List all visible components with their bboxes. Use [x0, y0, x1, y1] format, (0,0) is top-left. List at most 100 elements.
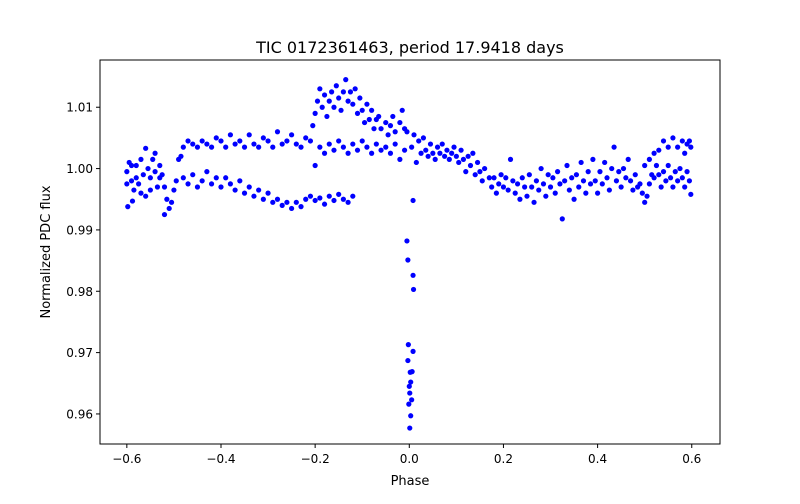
- data-point: [383, 119, 389, 126]
- data-point: [260, 196, 266, 202]
- data-point: [430, 150, 436, 156]
- data-point: [609, 165, 615, 172]
- data-point: [405, 257, 411, 263]
- x-axis: −0.6 −0.4 −0.2 0.0 0.2 0.4 0.6: [112, 444, 701, 466]
- data-point: [204, 169, 210, 175]
- data-point: [599, 181, 605, 187]
- data-point: [408, 379, 414, 385]
- data-point: [128, 162, 135, 169]
- data-point: [559, 216, 565, 222]
- data-point: [317, 86, 323, 92]
- data-point: [147, 187, 153, 193]
- data-point: [227, 181, 234, 187]
- data-point: [408, 413, 414, 419]
- data-point: [241, 190, 248, 196]
- x-tick-label: 0.6: [682, 452, 701, 466]
- data-point: [651, 175, 657, 181]
- data-point: [410, 197, 416, 204]
- data-point: [180, 175, 186, 181]
- data-point: [467, 162, 474, 169]
- data-point: [496, 181, 502, 187]
- data-point: [340, 89, 346, 95]
- data-point: [194, 184, 201, 190]
- data-point: [208, 181, 215, 187]
- data-point: [298, 144, 304, 150]
- data-point: [178, 153, 184, 159]
- data-point: [223, 144, 229, 150]
- data-point: [585, 169, 591, 175]
- data-point: [284, 138, 290, 144]
- data-point: [399, 107, 405, 113]
- data-point: [143, 193, 149, 199]
- data-point: [265, 190, 271, 196]
- data-point: [463, 169, 469, 175]
- data-point: [293, 199, 299, 205]
- data-point: [345, 98, 351, 104]
- data-point: [326, 98, 332, 104]
- points-layer: [124, 77, 694, 431]
- data-point: [147, 175, 153, 181]
- data-point: [145, 165, 151, 172]
- data-point: [642, 199, 648, 205]
- data-point: [670, 135, 676, 141]
- data-point: [465, 153, 471, 159]
- data-point: [251, 141, 257, 147]
- data-point: [410, 272, 416, 278]
- data-point: [442, 153, 448, 159]
- data-point: [136, 181, 142, 187]
- data-point: [329, 89, 335, 95]
- data-point: [688, 144, 694, 150]
- data-point: [627, 178, 634, 184]
- data-point: [138, 190, 144, 196]
- data-point: [526, 172, 532, 178]
- x-tick-label: −0.2: [301, 452, 330, 466]
- data-point: [580, 178, 587, 184]
- data-point: [166, 205, 172, 212]
- data-point: [569, 175, 575, 181]
- data-point: [625, 156, 631, 162]
- data-point: [618, 184, 624, 190]
- plot-frame: [99, 59, 721, 445]
- data-point: [185, 138, 191, 144]
- data-point: [404, 129, 410, 135]
- data-point: [350, 141, 356, 147]
- data-point: [665, 162, 671, 169]
- data-point: [684, 169, 690, 175]
- data-point: [232, 187, 238, 193]
- y-tick-label: 1.01: [66, 101, 93, 115]
- data-point: [474, 159, 481, 166]
- data-point: [472, 172, 478, 178]
- data-point: [512, 190, 518, 196]
- data-point: [493, 190, 499, 196]
- data-point: [409, 369, 415, 375]
- data-point: [237, 178, 243, 184]
- data-point: [237, 138, 243, 144]
- data-point: [256, 187, 262, 193]
- data-point: [522, 184, 528, 190]
- data-point: [383, 144, 389, 150]
- data-point: [397, 119, 403, 126]
- data-point: [663, 178, 669, 184]
- data-point: [312, 110, 318, 116]
- data-point: [407, 425, 413, 431]
- data-point: [321, 201, 328, 207]
- data-point: [604, 175, 610, 181]
- data-point: [208, 144, 215, 150]
- data-point: [660, 169, 667, 175]
- data-point: [597, 169, 603, 175]
- data-point: [595, 190, 601, 196]
- data-point: [682, 150, 688, 156]
- data-point: [378, 126, 384, 132]
- x-tick-label: 0.4: [588, 452, 607, 466]
- data-point: [578, 159, 584, 166]
- data-point: [482, 165, 488, 172]
- data-point: [411, 132, 417, 138]
- data-point: [161, 184, 168, 190]
- data-point: [128, 178, 135, 184]
- data-point: [227, 132, 234, 138]
- data-point: [406, 383, 412, 389]
- data-point: [670, 184, 676, 190]
- data-point: [679, 138, 685, 144]
- data-point: [321, 150, 328, 156]
- data-point: [359, 138, 365, 144]
